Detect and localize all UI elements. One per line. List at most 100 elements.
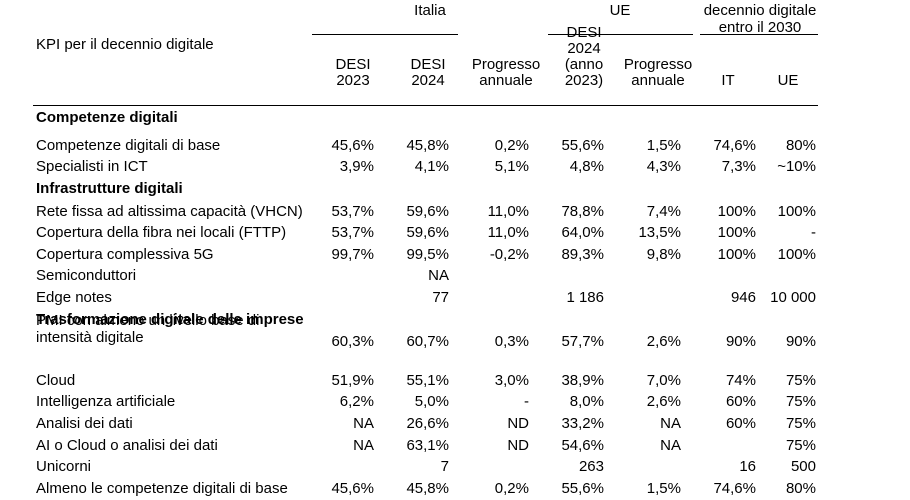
cell-col-4: 263	[578, 458, 604, 475]
cell-col-4: 8,0%	[569, 393, 604, 410]
kpi-title-header: KPI per il decennio digitale	[36, 36, 214, 53]
cell-col-5: 1,5%	[646, 137, 681, 154]
cell-col-7: 10 000	[770, 289, 816, 306]
cell-col-3: 11,0%	[487, 203, 529, 220]
row-label: Copertura della fibra nei locali (FTTP)	[36, 224, 287, 241]
column-header-1-line-2: 2023	[336, 72, 370, 89]
cell-col-7: 80%	[785, 137, 816, 154]
cell-col-7: 100%	[777, 246, 816, 263]
cell-col-2: 45,8%	[406, 137, 449, 154]
row-label: Specialisti in ICT	[36, 158, 148, 175]
cell-col-7: 75%	[785, 393, 816, 410]
cell-col-7: 90%	[785, 333, 816, 350]
group-header-italia: Italia	[414, 2, 446, 19]
cell-col-6: 74%	[725, 372, 756, 389]
cell-col-1: 6,2%	[339, 393, 374, 410]
cell-col-7: -	[811, 224, 816, 241]
cell-col-5: 4,3%	[646, 158, 681, 175]
section-title: Competenze digitali	[36, 109, 178, 126]
cell-col-5: 13,5%	[638, 224, 681, 241]
row-label: Cloud	[36, 372, 76, 389]
column-header-7-line-1: UE	[777, 72, 799, 89]
cell-col-2: NA	[428, 267, 449, 284]
column-header-2-line-1: DESI	[410, 56, 446, 73]
cell-col-7: ~10%	[777, 158, 816, 175]
cell-col-5: NA	[660, 437, 681, 454]
cell-col-7: 100%	[777, 203, 816, 220]
rule-target	[700, 34, 818, 35]
cell-col-7: 500	[790, 458, 816, 475]
cell-col-1: 45,6%	[331, 137, 374, 154]
group-header-ue: UE	[609, 2, 631, 19]
rule-italia	[312, 34, 458, 35]
column-header-5-line-2: annuale	[631, 72, 685, 89]
cell-col-3: 0,2%	[494, 480, 529, 497]
cell-col-5: 2,6%	[646, 393, 681, 410]
cell-col-6: 100%	[717, 203, 756, 220]
cell-col-3: -	[524, 393, 529, 410]
column-header-4-line-2: 2024	[567, 40, 601, 57]
cell-col-4: 78,8%	[561, 203, 604, 220]
row-label: Unicorni	[36, 458, 92, 475]
cell-col-4: 33,2%	[561, 415, 604, 432]
cell-col-5: 1,5%	[646, 480, 681, 497]
cell-col-6: 60%	[725, 415, 756, 432]
cell-col-6: 100%	[717, 224, 756, 241]
column-header-6-line-1: IT	[721, 72, 735, 89]
header-bottom-rule	[33, 105, 818, 106]
cell-col-2: 60,7%	[406, 333, 449, 350]
cell-col-1: 53,7%	[331, 203, 374, 220]
cell-col-6: 90%	[725, 333, 756, 350]
cell-col-4: 4,8%	[569, 158, 604, 175]
cell-col-6: 16	[739, 458, 756, 475]
cell-col-2: 63,1%	[406, 437, 449, 454]
cell-col-3: ND	[507, 437, 529, 454]
cell-col-5: 7,0%	[646, 372, 681, 389]
column-header-2-line-2: 2024	[411, 72, 445, 89]
row-label: Edge notes	[36, 289, 112, 306]
cell-col-6: 7,3%	[721, 158, 756, 175]
row-label: Rete fissa ad altissima capacità (VHCN)	[36, 203, 303, 220]
row-label-line-1: PMI con almeno un livello base di	[36, 312, 260, 329]
group-header-target-line1: decennio digitale	[703, 2, 817, 19]
cell-col-2: 77	[432, 289, 449, 306]
cell-col-1: NA	[353, 437, 374, 454]
cell-col-1: 99,7%	[331, 246, 374, 263]
section-title: Infrastrutture digitali	[36, 180, 183, 197]
cell-col-6: 100%	[717, 246, 756, 263]
cell-col-5: 7,4%	[646, 203, 681, 220]
cell-col-6: 74,6%	[713, 137, 756, 154]
cell-col-2: 4,1%	[414, 158, 449, 175]
column-header-4-line-1: DESI	[566, 24, 602, 41]
section-title: Trasformazione digitale delle imprese	[36, 311, 304, 328]
cell-col-3: 11,0%	[487, 224, 529, 241]
cell-col-4: 38,9%	[561, 372, 604, 389]
row-label: Semiconduttori	[36, 267, 137, 284]
cell-col-7: 80%	[785, 480, 816, 497]
group-header-target-line2: entro il 2030	[718, 19, 802, 36]
column-header-3-line-1: Progresso	[471, 56, 541, 73]
cell-col-3: ND	[507, 415, 529, 432]
row-label: Intelligenza artificiale	[36, 393, 176, 410]
cell-col-4: 57,7%	[561, 333, 604, 350]
column-header-3-line-2: annuale	[479, 72, 533, 89]
row-label: AI o Cloud o analisi dei dati	[36, 437, 218, 454]
cell-col-3: 0,3%	[494, 333, 529, 350]
row-label: Almeno le competenze digitali di base	[36, 480, 288, 497]
column-header-4-line-3: (anno	[564, 56, 604, 73]
cell-col-1: 45,6%	[331, 480, 374, 497]
rule-ue	[548, 34, 693, 35]
column-header-1-line-1: DESI	[335, 56, 371, 73]
cell-col-7: 75%	[785, 437, 816, 454]
cell-col-2: 7	[440, 458, 449, 475]
cell-col-3: -0,2%	[489, 246, 529, 263]
row-label-line-2: intensità digitale	[36, 329, 144, 346]
cell-col-2: 45,8%	[406, 480, 449, 497]
cell-col-4: 64,0%	[561, 224, 604, 241]
cell-col-4: 89,3%	[561, 246, 604, 263]
cell-col-4: 55,6%	[561, 480, 604, 497]
column-header-5-line-1: Progresso	[623, 56, 693, 73]
cell-col-3: 5,1%	[494, 158, 529, 175]
cell-col-7: 75%	[785, 415, 816, 432]
cell-col-2: 26,6%	[406, 415, 449, 432]
